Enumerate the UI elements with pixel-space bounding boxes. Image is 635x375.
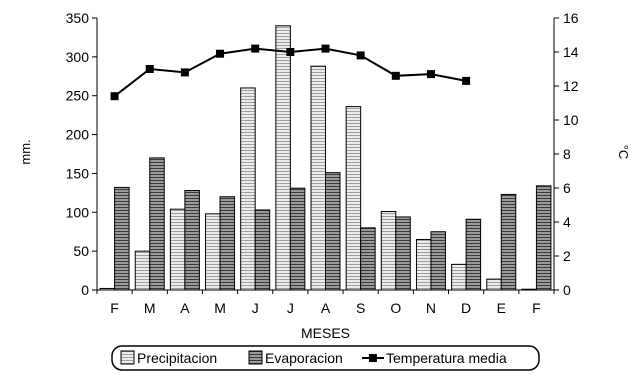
bar-evaporacion	[536, 186, 551, 290]
x-tick-label: J	[287, 300, 294, 316]
bar-precipitacion	[276, 26, 291, 290]
y-tick-label-left: 150	[66, 165, 90, 181]
y-tick-label-right: 14	[563, 44, 579, 60]
temperature-point	[357, 51, 365, 59]
bar-precipitacion	[206, 214, 221, 290]
temperature-point	[216, 50, 224, 58]
y-tick-label-right: 6	[563, 180, 571, 196]
temperature-point	[462, 77, 470, 85]
y-tick-label-left: 200	[66, 127, 90, 143]
bar-evaporacion	[431, 232, 446, 290]
bar-precipitacion	[416, 239, 431, 290]
temperature-point	[286, 48, 294, 56]
x-tick-label: S	[356, 300, 365, 316]
y-tick-label-right: 10	[563, 112, 579, 128]
x-tick-label: M	[144, 300, 156, 316]
y-axis-title-right: °C	[616, 145, 631, 160]
x-tick-label: M	[214, 300, 226, 316]
y-tick-label-left: 0	[81, 282, 89, 298]
legend-swatch-evaporacion	[249, 351, 262, 364]
bar-precipitacion	[452, 264, 467, 290]
x-tick-label: N	[426, 300, 436, 316]
bar-precipitacion	[135, 251, 150, 290]
bar-precipitacion	[381, 212, 396, 290]
temperature-point	[181, 68, 189, 76]
x-axis-title: MESES	[301, 325, 350, 341]
y-tick-label-right: 12	[563, 78, 579, 94]
temperature-point	[251, 45, 259, 53]
y-tick-label-right: 4	[563, 214, 571, 230]
bar-precipitacion	[241, 88, 256, 290]
y-tick-label-right: 8	[563, 146, 571, 162]
x-tick-label: F	[110, 300, 119, 316]
x-tick-label: A	[321, 300, 331, 316]
plot-area	[100, 26, 551, 290]
bar-evaporacion	[220, 197, 235, 290]
bar-evaporacion	[501, 194, 516, 290]
legend-label-evaporacion: Evaporacion	[265, 350, 343, 366]
bar-evaporacion	[115, 187, 130, 290]
y-tick-label-right: 16	[563, 10, 579, 26]
temperature-point	[392, 72, 400, 80]
bar-evaporacion	[255, 210, 270, 290]
temperature-point	[322, 45, 330, 53]
bar-precipitacion	[346, 107, 361, 290]
bar-precipitacion	[170, 209, 185, 290]
legend-swatch-precipitacion	[121, 351, 134, 364]
temperature-point	[111, 92, 119, 100]
bar-evaporacion	[396, 217, 411, 290]
bar-evaporacion	[185, 191, 200, 290]
legend: Precipitacion Evaporacion Temperatura medi…	[112, 346, 539, 370]
legend-label-temperatura: Temperatura media	[386, 350, 507, 366]
x-tick-label: E	[497, 300, 506, 316]
bar-evaporacion	[326, 173, 341, 290]
y-tick-label-left: 350	[66, 10, 90, 26]
y-tick-label-right: 2	[563, 248, 571, 264]
y-axis-title-left: mm.	[18, 139, 33, 164]
x-tick-label: A	[180, 300, 190, 316]
legend-swatch-temperatura-marker	[369, 354, 377, 362]
y-tick-label-left: 50	[73, 243, 89, 259]
x-tick-label: O	[390, 300, 401, 316]
y-tick-label-right: 0	[563, 282, 571, 298]
y-tick-label-left: 300	[66, 49, 90, 65]
y-tick-label-left: 250	[66, 88, 90, 104]
legend-label-precipitacion: Precipitacion	[137, 350, 217, 366]
x-tick-label: D	[461, 300, 471, 316]
bar-evaporacion	[290, 188, 305, 290]
bar-evaporacion	[466, 219, 481, 290]
temperature-point	[146, 65, 154, 73]
bar-evaporacion	[361, 228, 376, 290]
x-tick-label: J	[252, 300, 259, 316]
bar-precipitacion	[487, 279, 502, 290]
y-tick-label-left: 100	[66, 204, 90, 220]
x-tick-label: F	[532, 300, 541, 316]
bar-precipitacion	[311, 66, 326, 290]
temperature-point	[427, 70, 435, 78]
bar-evaporacion	[150, 158, 165, 290]
